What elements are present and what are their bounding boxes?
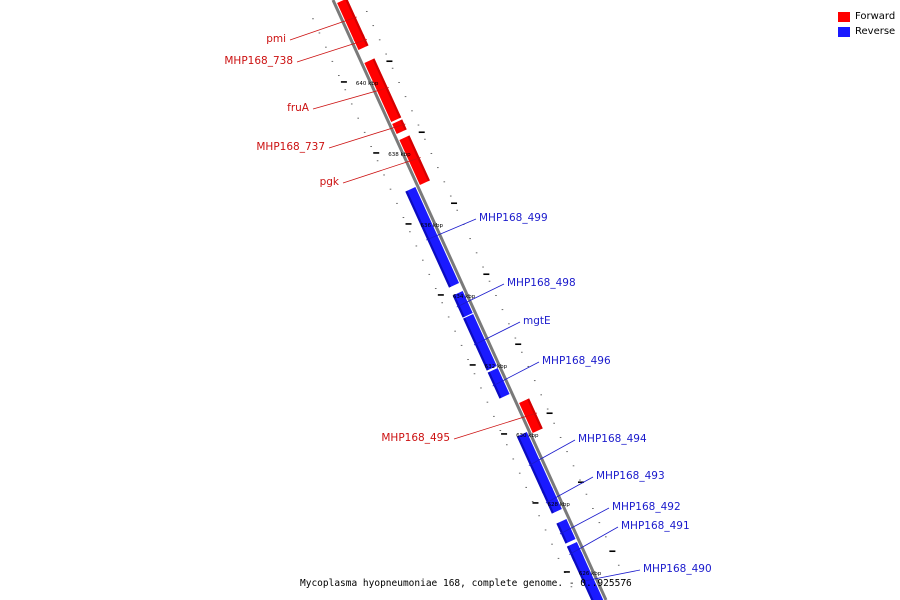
gene-leader-line [528, 439, 576, 466]
legend-label-forward: Forward [855, 11, 896, 22]
minor-ticks [312, 10, 627, 588]
gene-label: mgtE [523, 315, 551, 327]
legend-item-reverse: Reverse [838, 24, 895, 39]
gene-shade [571, 555, 594, 600]
gene-feature-mhp168_493[interactable] [541, 487, 562, 514]
gene-leader-line [581, 569, 641, 582]
tick-label: 632 kbp [485, 364, 508, 370]
gene-label: MHP168_495 [381, 432, 450, 444]
gene-label: MHP168_738 [224, 55, 293, 67]
gene-leader-line [492, 361, 540, 387]
gene-leader-line [289, 16, 357, 41]
legend-swatch-reverse [838, 26, 850, 37]
gene-leader-line [296, 39, 368, 63]
gene-label: MHP168_493 [596, 470, 665, 482]
gene-leader-line [569, 526, 619, 555]
gene-leader-line [545, 476, 594, 504]
gene-body [519, 398, 543, 433]
tick-label: 634 kbp [453, 294, 476, 300]
gene-leader-line [328, 123, 406, 149]
gene-label: MHP168_490 [643, 563, 712, 575]
gene-label: MHP168_499 [479, 212, 548, 224]
gene-label: MHP168_737 [256, 141, 325, 153]
gene-body [337, 0, 365, 41]
tick-label: 636 kbp [421, 223, 444, 229]
genome-caption: Mycoplasma hyopneumoniae 168, complete g… [300, 578, 632, 589]
tick-label: 638 kbp [388, 152, 411, 158]
legend-label-reverse: Reverse [855, 26, 896, 37]
tick-labels: 640 kbp 638 kbp 636 kbp 634 kbp 632 kbp 630 k… [356, 81, 602, 577]
gene-label: fruA [287, 102, 310, 114]
tick-label: 626 kbp [579, 571, 602, 577]
gene-body [541, 487, 562, 514]
tick-label: 630 kbp [516, 433, 539, 439]
gene-leader-line [426, 218, 477, 241]
gene-label: MHP168_494 [578, 433, 647, 445]
gene-leader-line [473, 321, 521, 346]
gene-leader-line [342, 157, 421, 184]
gene-body [364, 58, 402, 122]
tick-label: 628 kbp [547, 502, 570, 508]
gene-label: pmi [266, 33, 286, 45]
tick-label: 640 kbp [356, 81, 379, 87]
gene-leader-line [456, 283, 505, 308]
gene-label: MHP168_498 [507, 277, 576, 289]
legend-swatch-forward [838, 11, 850, 22]
legend-item-forward: Forward [838, 9, 895, 24]
gene-leader-line [312, 87, 389, 110]
major-ticks [340, 60, 616, 573]
gene-body [399, 135, 430, 185]
legend: Forward Reverse [838, 9, 895, 39]
gene-body [571, 552, 604, 600]
gene-feature-pmi[interactable] [337, 0, 365, 41]
gene-label: MHP168_496 [542, 355, 611, 367]
backbone-line [331, 0, 608, 600]
gene-body [516, 432, 553, 494]
gene-label: MHP168_491 [621, 520, 690, 532]
gene-feature-mhp168_490[interactable] [571, 552, 604, 600]
gene-leader-line [559, 507, 610, 535]
gene-leader-line [453, 412, 537, 440]
gene-shade [345, 0, 365, 38]
gene-label: pgk [320, 176, 340, 188]
gene-label: MHP168_492 [612, 501, 681, 513]
